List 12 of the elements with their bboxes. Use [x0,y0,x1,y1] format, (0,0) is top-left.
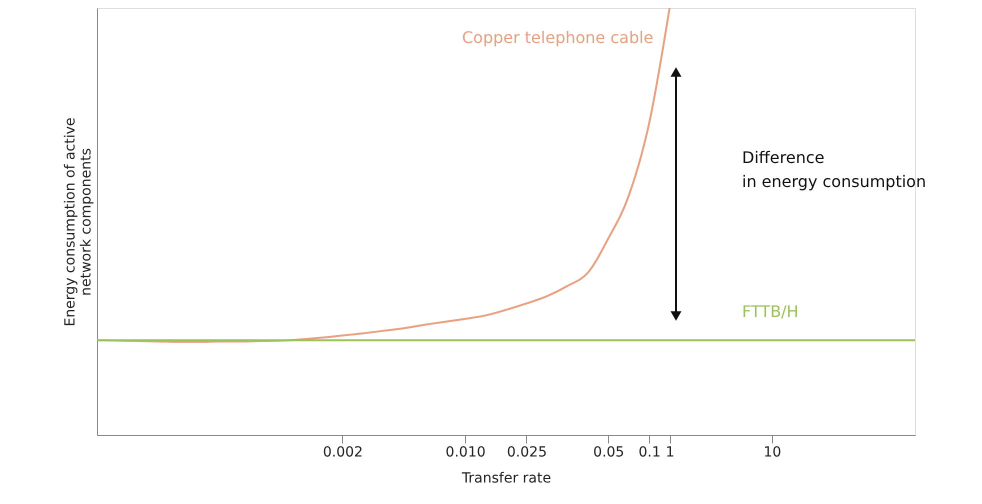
x-tick-label: 10 [763,444,782,460]
x-tick-label: 0.002 [322,444,363,460]
x-tick-label: 1 [666,444,675,460]
series-label: FTTB/H [742,302,799,321]
annotation: Difference in energy consumption [742,148,926,191]
series-label: Copper telephone cable [462,28,654,47]
x-tick-label: 0.05 [593,444,624,460]
x-tick-label: 0.010 [446,444,486,460]
y-axis-title: Energy consumption of active network components [62,117,94,327]
x-tick-label: 0.025 [506,444,547,460]
x-axis-title: Transfer rate [460,470,552,486]
x-tick-label: 0.1 [638,444,661,460]
